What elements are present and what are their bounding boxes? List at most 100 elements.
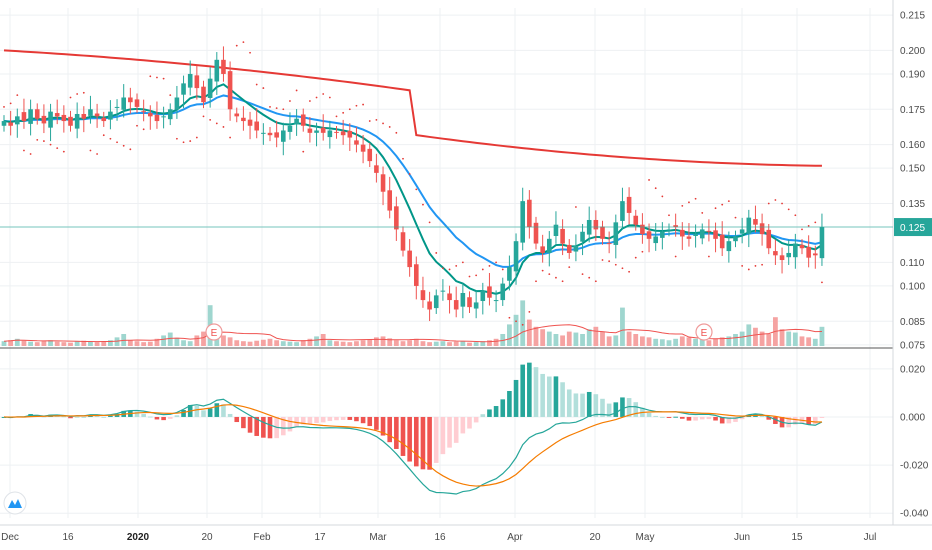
sar-dot	[136, 124, 138, 127]
macd-histogram-bar	[666, 416, 672, 418]
candle-body	[553, 224, 559, 237]
sar-dot	[588, 276, 591, 279]
candle-body	[354, 140, 359, 145]
candle-body	[819, 227, 825, 259]
volume-bar	[606, 336, 612, 346]
tradingview-logo-icon[interactable]	[3, 491, 27, 515]
last-price-badge	[894, 218, 932, 237]
sar-dot	[488, 265, 491, 267]
volume-bar	[320, 334, 326, 346]
macd-histogram-bar	[101, 416, 107, 418]
volume-bar	[280, 341, 286, 346]
macd-histogram-bar	[633, 402, 639, 417]
macd-histogram-bar	[453, 416, 459, 443]
sar-dot	[442, 267, 444, 270]
sar-dot	[76, 93, 79, 95]
candle-body	[68, 116, 73, 126]
candle-body	[606, 243, 612, 245]
sar-dot	[654, 187, 657, 190]
grid-lines	[0, 8, 893, 518]
sar-dot	[269, 106, 271, 108]
macd-histogram-bar	[134, 411, 140, 417]
volume-bar	[706, 340, 712, 346]
volume-bar	[473, 342, 479, 346]
volume-bar	[500, 334, 506, 346]
candle-body	[34, 109, 40, 119]
candle-body	[533, 222, 539, 244]
macd-histogram-bar	[407, 416, 412, 462]
macd-histogram-bar	[739, 416, 745, 420]
sar-dot	[734, 216, 737, 219]
candle-body	[261, 132, 266, 134]
logo-mark	[8, 499, 22, 508]
volume-bar	[653, 338, 659, 346]
sar-dot	[289, 100, 291, 102]
candle-body	[207, 78, 213, 98]
sar-dot	[89, 149, 92, 152]
earnings-marker-icon[interactable]	[695, 323, 713, 341]
volume-bar	[8, 340, 14, 346]
macd-histogram-bar	[540, 373, 545, 417]
sar-dot	[608, 260, 611, 263]
macd-histogram-bar	[480, 414, 486, 417]
sar-dot	[162, 77, 165, 80]
macd-histogram-bar	[726, 416, 732, 424]
ma-short-line	[3, 83, 823, 295]
volume-bar	[553, 334, 559, 346]
sar-dot	[428, 221, 431, 224]
price-tick-label: 0.075	[900, 340, 925, 351]
sar-dot	[475, 274, 478, 277]
volume-bar	[593, 326, 599, 346]
candlesticks	[1, 46, 825, 322]
volume-bar	[546, 331, 552, 346]
sar-dot	[814, 221, 817, 224]
sar-dot	[142, 128, 145, 131]
sar-dot	[348, 108, 351, 111]
sar-dot	[295, 89, 298, 92]
volume-bar	[600, 331, 605, 346]
candle-body	[400, 232, 406, 251]
volume-bar	[141, 342, 147, 346]
sar-dot	[541, 269, 544, 272]
volume-bar	[300, 340, 306, 346]
sar-dot	[189, 140, 192, 142]
macd-histogram-bar	[167, 416, 173, 419]
sar-dot	[255, 83, 258, 86]
earnings-marker-icon[interactable]	[205, 323, 223, 341]
volume-bar	[380, 336, 386, 346]
time-tick-label: Mar	[369, 532, 387, 543]
volume-bar	[440, 341, 446, 346]
volume-bar	[267, 338, 273, 346]
macd-histogram-bar	[227, 413, 233, 417]
macd-tick-label: 0.020	[900, 364, 925, 375]
macd-histogram-bar	[467, 416, 472, 429]
macd-histogram-bar	[646, 412, 652, 417]
volume-bar	[726, 336, 732, 346]
volume-bar	[560, 335, 565, 346]
macd-histogram-bar	[819, 416, 825, 418]
sar-dot	[435, 252, 438, 254]
candle-body	[141, 111, 146, 113]
candle-body	[520, 201, 525, 243]
sar-dot	[215, 122, 218, 125]
macd-histogram-bar	[813, 416, 818, 425]
time-tick-label: 20	[589, 532, 601, 543]
sar-dot	[694, 197, 697, 200]
volume-bar	[48, 340, 53, 346]
candle-body	[793, 243, 798, 258]
candle-body	[267, 132, 273, 136]
time-tick-label: 17	[314, 532, 326, 543]
sar-dot	[69, 96, 72, 99]
sar-dot	[581, 273, 584, 276]
macd-histogram-bar	[201, 410, 206, 417]
volume-bar	[679, 336, 685, 346]
sar-dot	[56, 147, 59, 150]
sar-dot	[727, 200, 730, 203]
macd-histogram-bar	[81, 416, 87, 418]
sar-dot	[614, 263, 617, 266]
price-tick-label: 0.190	[900, 69, 925, 80]
macd-histogram-bar	[653, 415, 658, 417]
sar-dot	[209, 118, 212, 121]
volume-bar	[786, 331, 792, 346]
